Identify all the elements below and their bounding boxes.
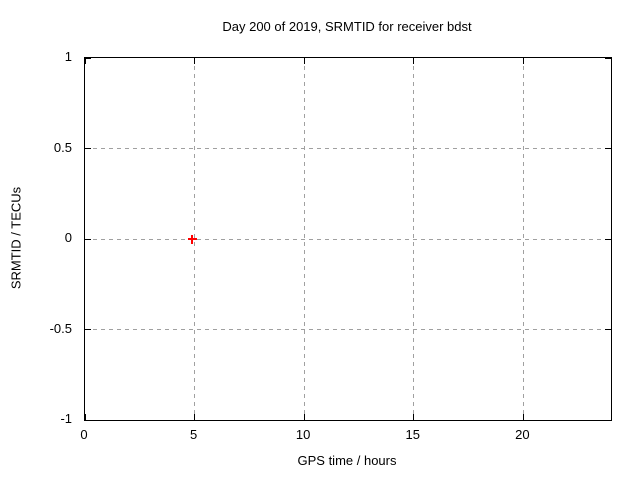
x-tick-mark	[522, 58, 524, 64]
x-tick-mark	[303, 58, 305, 64]
y-tick-label: 1	[64, 49, 72, 64]
y-tick-mark	[605, 148, 611, 149]
x-tick-mark	[84, 58, 86, 64]
y-tick-mark	[85, 419, 91, 421]
y-tick-label: -0.5	[49, 320, 72, 336]
y-tick-mark	[85, 148, 91, 149]
y-gridline	[85, 329, 611, 330]
y-gridline	[85, 148, 611, 149]
y-tick-label: -1	[60, 411, 72, 426]
y-tick-mark	[605, 419, 611, 421]
x-tick-mark	[413, 58, 415, 64]
x-tick-mark	[194, 58, 196, 64]
y-tick-mark	[85, 238, 91, 240]
x-tick-mark	[522, 414, 524, 420]
x-axis-label: GPS time / hours	[297, 453, 397, 468]
x-tick-mark	[413, 414, 415, 420]
y-tick-mark	[605, 329, 611, 330]
x-tick-mark	[194, 414, 196, 420]
x-tick-label: 15	[405, 427, 420, 442]
chart-title: Day 200 of 2019, SRMTID for receiver bds…	[222, 19, 472, 34]
x-tick-mark	[303, 414, 305, 420]
plot-area	[84, 57, 612, 421]
x-tick-label: 0	[80, 427, 88, 442]
y-tick-mark	[605, 57, 611, 59]
y-tick-label: 0.5	[53, 139, 72, 155]
data-point-marker	[187, 234, 197, 244]
marker-vertical-bar	[191, 234, 194, 244]
y-tick-label: 0	[64, 230, 72, 245]
y-tick-mark	[85, 329, 91, 330]
x-tick-label: 20	[515, 427, 530, 442]
x-tick-label: 5	[189, 427, 198, 442]
y-tick-mark	[85, 57, 91, 59]
x-tick-mark	[84, 414, 86, 420]
x-tick-label: 10	[295, 427, 311, 442]
y-tick-mark	[605, 238, 611, 240]
y-gridline	[85, 238, 611, 240]
